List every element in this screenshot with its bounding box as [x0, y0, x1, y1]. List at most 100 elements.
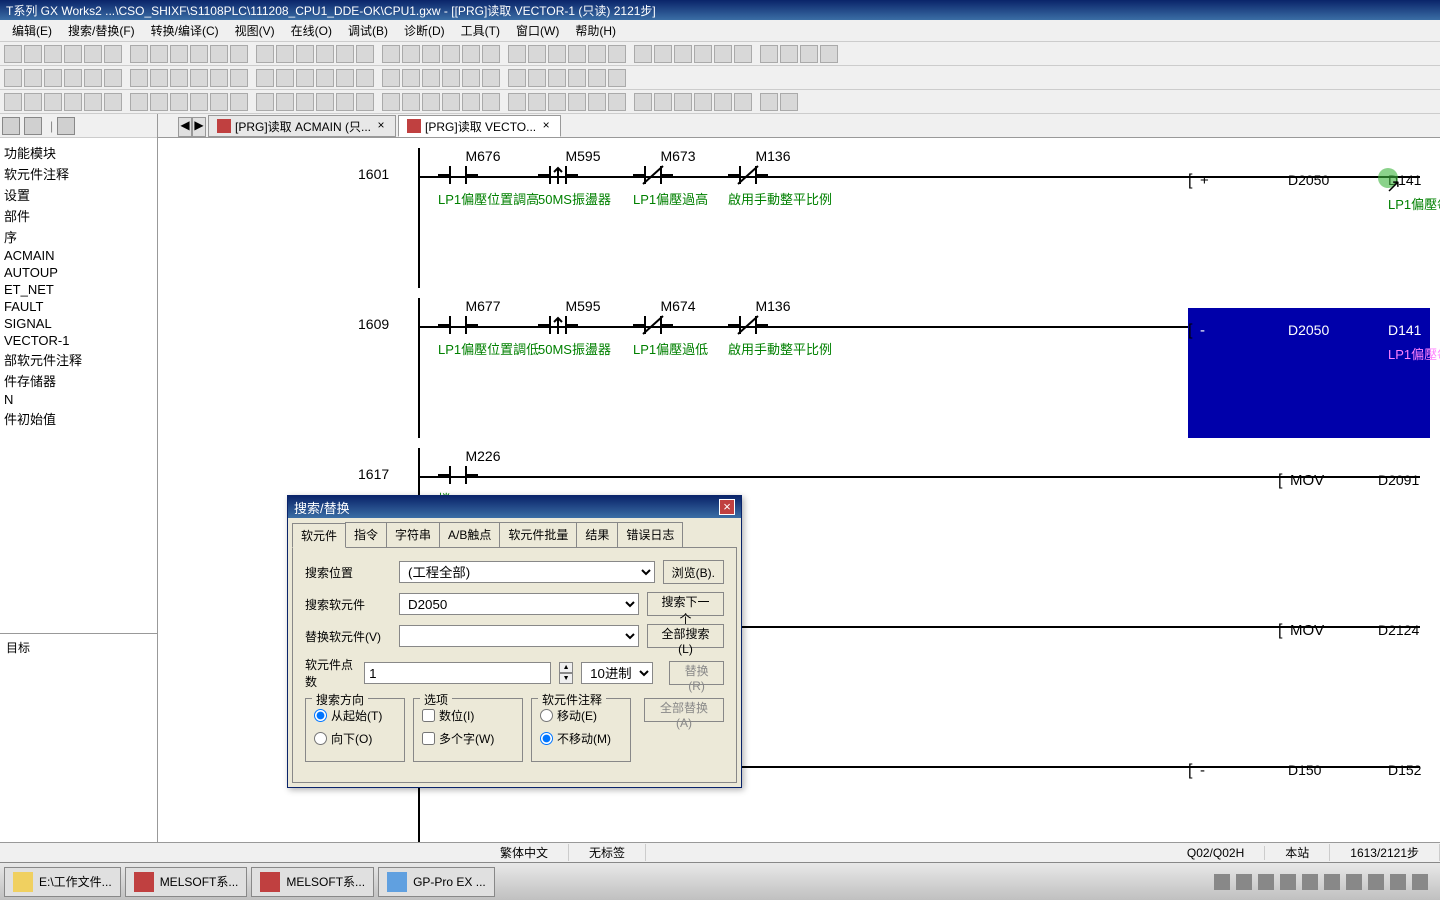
toolbar-button[interactable]	[276, 93, 294, 111]
menu-帮助(H)[interactable]: 帮助(H)	[567, 20, 624, 41]
toolbar-button[interactable]	[336, 93, 354, 111]
editor-tab[interactable]: [PRG]读取 VECTO...×	[398, 115, 561, 137]
toolbar-button[interactable]	[608, 69, 626, 87]
contact[interactable]: M676LP1偏壓位置調高	[438, 148, 528, 208]
toolbar-button[interactable]	[588, 45, 606, 63]
toolbar-button[interactable]	[210, 69, 228, 87]
toolbar-button[interactable]	[694, 93, 712, 111]
toolbar-button[interactable]	[230, 45, 248, 63]
tray-icon[interactable]	[1236, 874, 1252, 890]
output-instruction[interactable]: [MOVD2124D152放張力前值	[1278, 608, 1430, 738]
toolbar-button[interactable]	[508, 69, 526, 87]
toolbar-button[interactable]	[780, 45, 798, 63]
menu-编辑(E)[interactable]: 编辑(E)	[4, 20, 60, 41]
toolbar-button[interactable]	[44, 45, 62, 63]
toolbar-button[interactable]	[402, 93, 420, 111]
com-nomove-radio[interactable]	[540, 732, 553, 745]
tree-item[interactable]: 序	[2, 226, 155, 247]
toolbar-button[interactable]	[210, 45, 228, 63]
toolbar-button[interactable]	[296, 45, 314, 63]
toolbar-button[interactable]	[64, 69, 82, 87]
menu-窗口(W)[interactable]: 窗口(W)	[508, 20, 567, 41]
tray-icon[interactable]	[1258, 874, 1274, 890]
toolbar-button[interactable]	[694, 45, 712, 63]
editor-tab[interactable]: [PRG]读取 ACMAIN (只...×	[208, 115, 396, 137]
toolbar-button[interactable]	[296, 93, 314, 111]
toolbar-button[interactable]	[84, 45, 102, 63]
toolbar-button[interactable]	[64, 93, 82, 111]
toolbar-button[interactable]	[84, 69, 102, 87]
toolbar-button[interactable]	[190, 69, 208, 87]
toolbar-button[interactable]	[150, 45, 168, 63]
point-count-input[interactable]	[364, 662, 551, 684]
tree-item[interactable]: ET_NET	[2, 281, 155, 298]
toolbar-button[interactable]	[130, 45, 148, 63]
menu-搜索/替换(F)[interactable]: 搜索/替换(F)	[60, 20, 143, 41]
tray-icon[interactable]	[1214, 874, 1230, 890]
point-spin-up[interactable]: ▲	[559, 662, 573, 673]
contact[interactable]: M136啟用手動整平比例	[728, 148, 818, 208]
toolbar-button[interactable]	[276, 45, 294, 63]
opt-multi-check[interactable]	[422, 732, 435, 745]
search-device-input[interactable]: D2050	[399, 593, 639, 615]
toolbar-button[interactable]	[634, 45, 652, 63]
toolbar-button[interactable]	[422, 45, 440, 63]
toolbar-button[interactable]	[130, 69, 148, 87]
toolbar-button[interactable]	[316, 93, 334, 111]
toolbar-button[interactable]	[548, 45, 566, 63]
toolbar-button[interactable]	[356, 93, 374, 111]
toolbar-button[interactable]	[64, 45, 82, 63]
dialog-tab-2[interactable]: 字符串	[386, 522, 440, 547]
tray-icon[interactable]	[1280, 874, 1296, 890]
toolbar-button[interactable]	[422, 69, 440, 87]
toolbar-button[interactable]	[382, 45, 400, 63]
dialog-close-button[interactable]: ×	[719, 499, 735, 515]
toolbar-button[interactable]	[24, 69, 42, 87]
dialog-title-bar[interactable]: 搜索/替换 ×	[288, 496, 741, 518]
toolbar-button[interactable]	[462, 45, 480, 63]
toolbar-button[interactable]	[508, 93, 526, 111]
com-move-radio[interactable]	[540, 709, 553, 722]
tree-item[interactable]: 部件	[2, 205, 155, 226]
toolbar-button[interactable]	[462, 93, 480, 111]
toolbar-button[interactable]	[442, 93, 460, 111]
toolbar-button[interactable]	[442, 69, 460, 87]
dialog-tab-3[interactable]: A/B触点	[439, 522, 500, 547]
tray-icon[interactable]	[1390, 874, 1406, 890]
dialog-tab-0[interactable]: 软元件	[292, 523, 346, 548]
menu-在线(O)[interactable]: 在线(O)	[283, 20, 340, 41]
toolbar-button[interactable]	[462, 69, 480, 87]
toolbar-button[interactable]	[104, 45, 122, 63]
toolbar-button[interactable]	[356, 69, 374, 87]
toolbar-button[interactable]	[654, 45, 672, 63]
tray-icon[interactable]	[1368, 874, 1384, 890]
toolbar-button[interactable]	[44, 93, 62, 111]
toolbar-button[interactable]	[170, 93, 188, 111]
tray-icon[interactable]	[1324, 874, 1340, 890]
dir-start-radio[interactable]	[314, 709, 327, 722]
toolbar-button[interactable]	[230, 69, 248, 87]
tree-item[interactable]: 件初始值	[2, 408, 155, 429]
radix-select[interactable]: 10进制	[581, 662, 653, 684]
toolbar-button[interactable]	[256, 69, 274, 87]
dialog-tab-5[interactable]: 结果	[576, 522, 618, 547]
toolbar-button[interactable]	[588, 93, 606, 111]
dir-down-radio[interactable]	[314, 732, 327, 745]
toolbar-button[interactable]	[4, 69, 22, 87]
toolbar-button[interactable]	[588, 69, 606, 87]
replace-all-button[interactable]: 全部替换(A)	[644, 698, 724, 722]
toolbar-button[interactable]	[800, 45, 818, 63]
toolbar-button[interactable]	[276, 69, 294, 87]
dialog-tab-6[interactable]: 错误日志	[617, 522, 683, 547]
contact[interactable]: M677LP1偏壓位置調低	[438, 298, 528, 358]
tree-item[interactable]: 设置	[2, 184, 155, 205]
dialog-tab-4[interactable]: 软元件批量	[499, 522, 577, 547]
taskbar-button[interactable]: GP-Pro EX ...	[378, 867, 495, 897]
contact[interactable]: M673LP1偏壓過高	[633, 148, 723, 208]
toolbar-button[interactable]	[170, 45, 188, 63]
toolbar-button[interactable]	[714, 93, 732, 111]
toolbar-button[interactable]	[714, 45, 732, 63]
toolbar-button[interactable]	[256, 93, 274, 111]
toolbar-button[interactable]	[760, 93, 778, 111]
toolbar-button[interactable]	[104, 93, 122, 111]
